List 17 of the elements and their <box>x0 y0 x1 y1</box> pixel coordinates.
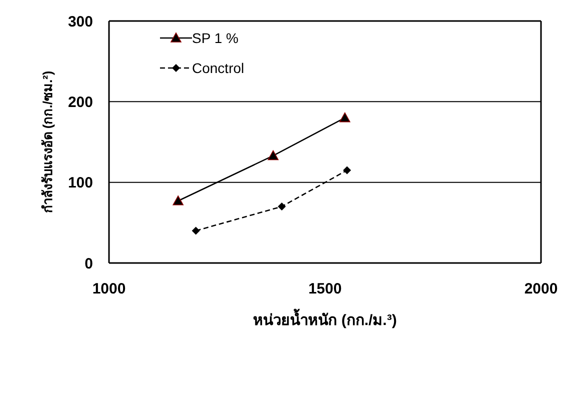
point <box>192 226 200 235</box>
point <box>278 202 286 211</box>
point <box>268 150 279 160</box>
point <box>339 112 350 122</box>
y-tick-label: 200 <box>68 94 93 111</box>
y-tick-label: 100 <box>68 174 93 192</box>
legend-label: SP 1 % <box>192 30 238 46</box>
x-tick-label: 1000 <box>92 280 126 298</box>
y-axis-title: กำลังรับแรงอัด (กก./ซม.²) <box>40 70 55 214</box>
point <box>343 166 352 174</box>
legend-label: Conctrol <box>192 60 244 76</box>
y-tick-label: 300 <box>68 13 93 30</box>
x-tick-label: 2000 <box>524 280 558 298</box>
point <box>172 195 184 206</box>
x-axis-title: หน่วยน้ำหนัก (กก./ม.³) <box>253 308 397 329</box>
x-tick-label: 1500 <box>308 280 342 298</box>
y-tick-label: 0 <box>84 255 93 272</box>
